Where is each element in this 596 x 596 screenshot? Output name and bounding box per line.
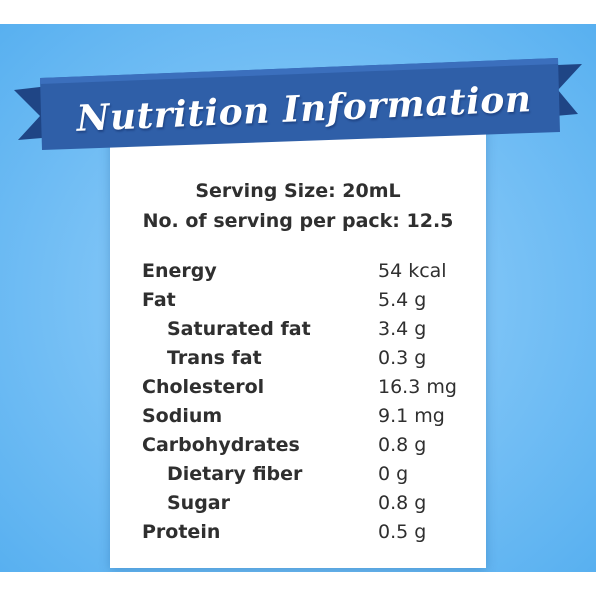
nutrient-label: Dietary fiber (167, 463, 303, 485)
nutrient-value: 0.8 g (378, 434, 427, 456)
nutrient-value: 0.5 g (378, 521, 427, 543)
nutrient-value: 5.4 g (378, 289, 427, 311)
nutrient-value: 0.8 g (378, 492, 427, 514)
nutrient-row-cholesterol: Cholesterol 16.3 mg (142, 376, 472, 405)
nutrient-list: Energy 54 kcal Fat 5.4 g Saturated fat 3… (142, 260, 472, 550)
nutrition-card: Serving Size: 20mL No. of serving per pa… (110, 120, 486, 568)
title-banner (14, 58, 582, 150)
nutrient-value: 54 kcal (378, 260, 447, 282)
serving-size: Serving Size: 20mL (195, 180, 401, 202)
nutrient-label: Fat (142, 289, 176, 311)
nutrient-label: Carbohydrates (142, 434, 300, 456)
nutrient-label: Trans fat (167, 347, 262, 369)
nutrient-value: 16.3 mg (378, 376, 457, 398)
nutrient-label: Sugar (167, 492, 231, 514)
nutrient-value: 9.1 mg (378, 405, 445, 427)
nutrient-row-energy: Energy 54 kcal (142, 260, 472, 289)
nutrient-value: 3.4 g (378, 318, 427, 340)
nutrient-row-sodium: Sodium 9.1 mg (142, 405, 472, 434)
nutrient-row-sugar: Sugar 0.8 g (142, 492, 472, 521)
nutrient-row-fat: Fat 5.4 g (142, 289, 472, 318)
nutrient-label: Protein (142, 521, 221, 543)
servings-per-pack: No. of serving per pack: 12.5 (142, 210, 454, 232)
nutrient-row-carbohydrates: Carbohydrates 0.8 g (142, 434, 472, 463)
nutrient-row-protein: Protein 0.5 g (142, 521, 472, 550)
nutrient-label: Energy (142, 260, 217, 282)
nutrient-row-dietary-fiber: Dietary fiber 0 g (142, 463, 472, 492)
nutrient-value: 0.3 g (378, 347, 427, 369)
background-panel: Serving Size: 20mL No. of serving per pa… (0, 24, 596, 572)
nutrient-label: Saturated fat (167, 318, 311, 340)
nutrient-row-saturated-fat: Saturated fat 3.4 g (142, 318, 472, 347)
nutrient-row-trans-fat: Trans fat 0.3 g (142, 347, 472, 376)
nutrient-label: Sodium (142, 405, 223, 427)
nutrient-label: Cholesterol (142, 376, 265, 398)
banner-body (40, 58, 560, 150)
banner-highlight (40, 58, 558, 84)
nutrient-value: 0 g (378, 463, 409, 485)
